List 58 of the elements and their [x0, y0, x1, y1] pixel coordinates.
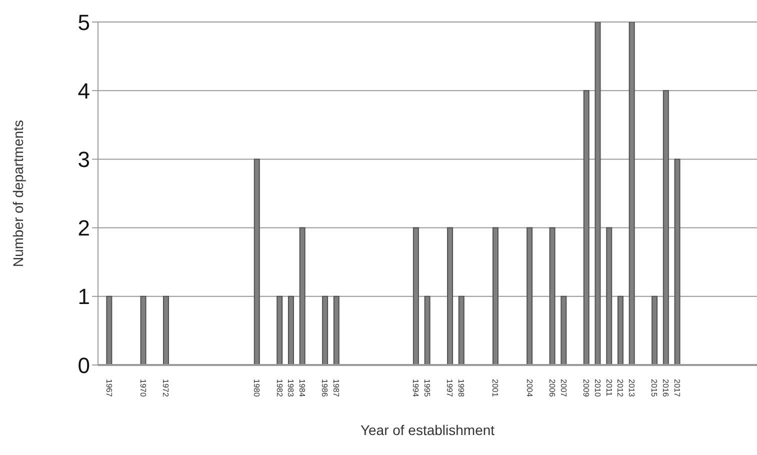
bar — [674, 158, 680, 365]
x-tick-label: 2016 — [661, 379, 670, 398]
bar — [162, 296, 169, 365]
x-tick-label: 1972 — [161, 379, 170, 398]
x-tick-label: 2013 — [627, 379, 636, 398]
bar — [447, 227, 454, 365]
y-tick-label: 4 — [78, 78, 90, 104]
bar — [492, 227, 498, 365]
x-tick-label: 2011 — [604, 379, 614, 397]
y-tick-label: 1 — [78, 284, 90, 310]
bar — [276, 296, 283, 365]
x-tick-label: 2001 — [490, 379, 500, 398]
x-tick-label: 1995 — [422, 379, 432, 398]
bar — [628, 22, 635, 365]
bar — [594, 22, 601, 365]
bar — [106, 296, 112, 365]
bar — [526, 227, 533, 365]
x-tick-label: 1987 — [332, 379, 341, 398]
x-tick-label: 2015 — [650, 379, 659, 398]
x-axis-title: Year of establishment — [360, 422, 495, 438]
bar — [254, 158, 260, 365]
bar — [652, 296, 658, 365]
bar — [140, 296, 146, 365]
x-tick-label: 2010 — [592, 379, 602, 398]
y-axis-title: Number of departments — [10, 120, 26, 268]
x-tick-label: 1997 — [445, 379, 454, 398]
x-tick-label: 2006 — [547, 379, 556, 398]
bar — [458, 296, 464, 365]
bar — [617, 296, 624, 365]
bar — [549, 227, 556, 365]
x-tick-label: 1998 — [456, 379, 466, 398]
x-tick-label: 1986 — [320, 379, 330, 398]
x-tick-label: 1983 — [286, 379, 296, 398]
x-tick-label: 1994 — [411, 379, 420, 398]
x-tick-label: 2017 — [672, 379, 682, 398]
x-tick-label: 1967 — [104, 379, 114, 398]
bar — [333, 296, 340, 365]
x-tick-label: 2007 — [558, 379, 568, 398]
bar — [583, 90, 590, 365]
x-tick-label: 2004 — [524, 379, 534, 398]
bar — [606, 227, 612, 365]
x-tick-label: 2012 — [616, 379, 625, 398]
y-tick-label: 0 — [78, 352, 90, 378]
y-tick-label: 3 — [78, 147, 90, 172]
bar — [560, 296, 567, 365]
x-tick-label: 1980 — [252, 379, 262, 398]
bar — [299, 227, 306, 365]
x-tick-label: 1970 — [138, 379, 148, 398]
x-tick-label: 1984 — [298, 379, 307, 398]
bar — [424, 296, 430, 365]
y-tick-label: 5 — [78, 10, 90, 35]
y-tick-label: 2 — [78, 216, 90, 241]
bar — [412, 227, 419, 365]
x-tick-label: 2009 — [582, 379, 591, 398]
bar — [322, 296, 328, 365]
bar — [288, 296, 294, 365]
bar — [662, 90, 669, 365]
x-tick-label: 1982 — [274, 379, 284, 398]
